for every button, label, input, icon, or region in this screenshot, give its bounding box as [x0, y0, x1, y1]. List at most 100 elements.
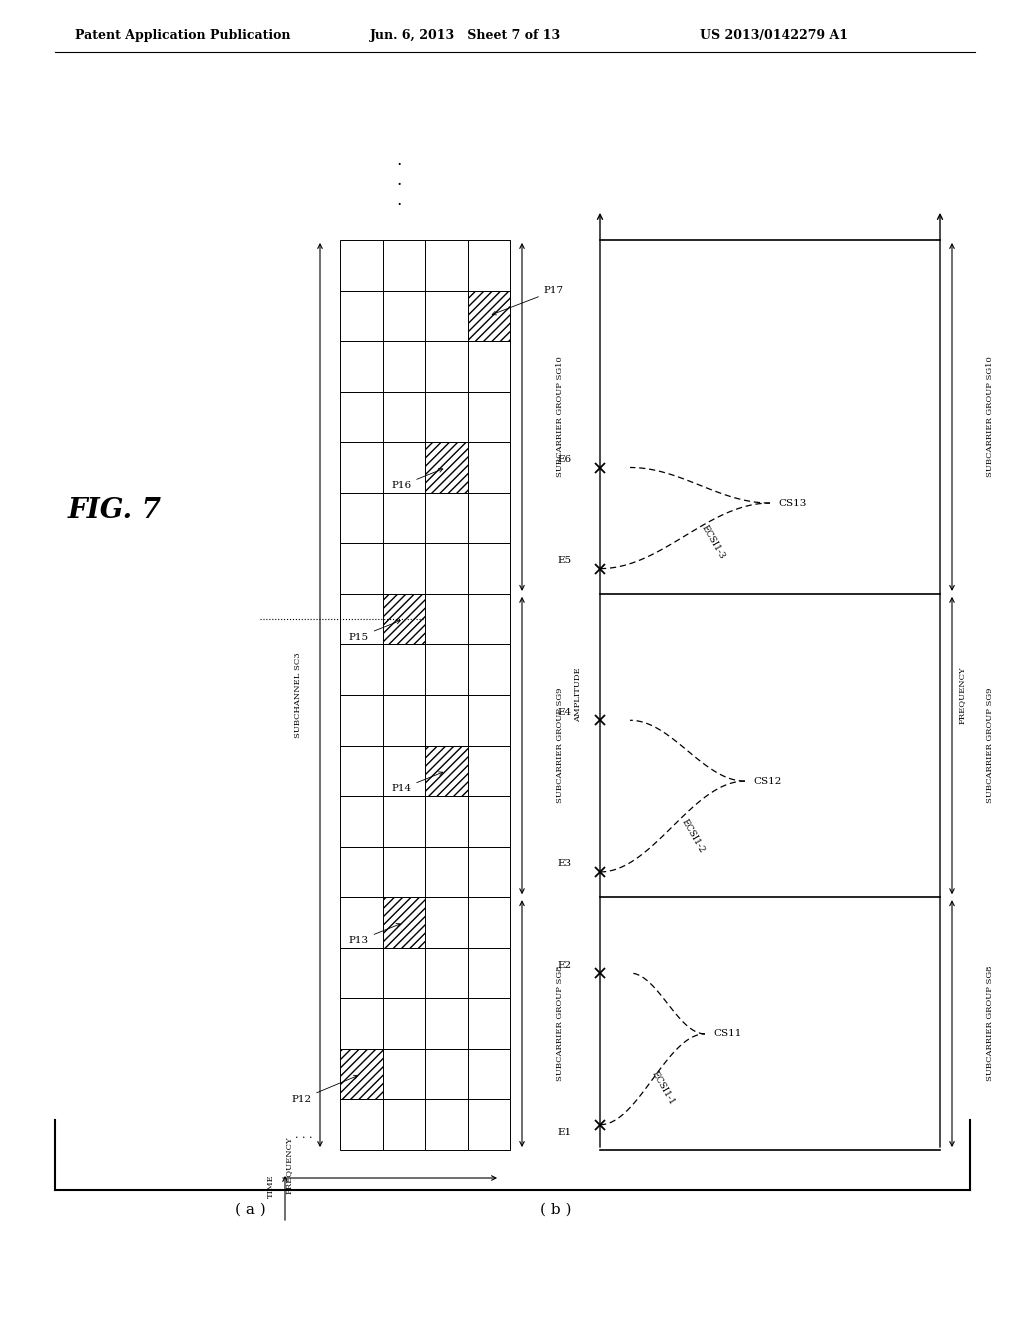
Text: P16: P16 [391, 469, 442, 490]
Bar [383, 594, 425, 644]
Text: AMPLITUDE: AMPLITUDE [574, 668, 582, 722]
Bar [383, 696, 425, 746]
Text: SUBCARRIER GROUP SG9: SUBCARRIER GROUP SG9 [986, 688, 994, 804]
Bar [468, 392, 510, 442]
Bar [425, 644, 468, 696]
Text: Jun. 6, 2013   Sheet 7 of 13: Jun. 6, 2013 Sheet 7 of 13 [370, 29, 561, 41]
Bar [340, 392, 383, 442]
Bar [468, 796, 510, 846]
Text: P15: P15 [349, 620, 400, 642]
Bar [383, 1100, 425, 1150]
Bar [383, 898, 425, 948]
Text: Patent Application Publication: Patent Application Publication [75, 29, 291, 41]
Text: E6: E6 [558, 455, 572, 465]
Bar [340, 696, 383, 746]
Bar [468, 696, 510, 746]
Text: SUBCHANNEL SC3: SUBCHANNEL SC3 [294, 652, 302, 738]
Bar [468, 846, 510, 898]
Text: .: . [397, 172, 402, 189]
Bar [340, 544, 383, 594]
Text: E1: E1 [558, 1129, 572, 1138]
Bar [383, 341, 425, 392]
Bar [340, 746, 383, 796]
Bar [340, 240, 383, 290]
Text: CS11: CS11 [713, 1030, 741, 1039]
Text: .: . [397, 191, 402, 209]
Bar [340, 1049, 383, 1100]
Bar [383, 796, 425, 846]
Text: . . .: . . . [295, 1130, 312, 1140]
Bar [383, 898, 425, 948]
Bar [468, 948, 510, 998]
Bar [425, 544, 468, 594]
Bar [468, 1100, 510, 1150]
Text: E4: E4 [558, 708, 572, 717]
Bar [425, 746, 468, 796]
Bar [468, 240, 510, 290]
Bar [340, 1049, 383, 1100]
Text: ECSI1-1: ECSI1-1 [650, 1069, 677, 1107]
Bar [468, 1049, 510, 1100]
Text: FREQUENCY: FREQUENCY [285, 1137, 293, 1195]
Bar [425, 594, 468, 644]
Text: P17: P17 [493, 286, 564, 315]
Text: CS13: CS13 [778, 499, 806, 508]
Bar [468, 594, 510, 644]
Bar [425, 240, 468, 290]
Bar [340, 442, 383, 492]
Bar [383, 998, 425, 1049]
Text: P14: P14 [391, 772, 442, 793]
Bar [383, 594, 425, 644]
Bar [340, 846, 383, 898]
Bar [340, 948, 383, 998]
Bar [425, 290, 468, 341]
Bar [340, 594, 383, 644]
Bar [340, 341, 383, 392]
Bar [468, 341, 510, 392]
Bar [468, 290, 510, 341]
Bar [425, 898, 468, 948]
Bar [468, 492, 510, 544]
Text: CS12: CS12 [753, 776, 781, 785]
Text: E2: E2 [558, 961, 572, 970]
Bar [383, 644, 425, 696]
Text: ( b ): ( b ) [540, 1203, 571, 1217]
Bar [425, 1100, 468, 1150]
Bar [340, 644, 383, 696]
Bar [425, 1049, 468, 1100]
Text: SUBCARRIER GROUP SG8: SUBCARRIER GROUP SG8 [556, 966, 564, 1081]
Bar [468, 746, 510, 796]
Text: SUBCARRIER GROUP SG9: SUBCARRIER GROUP SG9 [556, 688, 564, 804]
Text: ECSI1-3: ECSI1-3 [700, 524, 727, 561]
Bar [468, 644, 510, 696]
Bar [340, 998, 383, 1049]
Bar [425, 796, 468, 846]
Text: FIG. 7: FIG. 7 [68, 496, 162, 524]
Text: US 2013/0142279 A1: US 2013/0142279 A1 [700, 29, 848, 41]
Bar [383, 746, 425, 796]
Bar [383, 392, 425, 442]
Bar [340, 290, 383, 341]
Bar [383, 846, 425, 898]
Bar [340, 796, 383, 846]
Text: SUBCARRIER GROUP SG8: SUBCARRIER GROUP SG8 [986, 966, 994, 1081]
Bar [468, 442, 510, 492]
Bar [425, 998, 468, 1049]
Bar [425, 341, 468, 392]
Text: FREQUENCY: FREQUENCY [958, 667, 966, 723]
Bar [340, 898, 383, 948]
Bar [383, 290, 425, 341]
Bar [425, 442, 468, 492]
Bar [340, 492, 383, 544]
Text: P13: P13 [349, 924, 400, 945]
Bar [468, 998, 510, 1049]
Bar [383, 948, 425, 998]
Bar [425, 392, 468, 442]
Text: P12: P12 [291, 1076, 357, 1104]
Bar [425, 948, 468, 998]
Bar [425, 696, 468, 746]
Bar [468, 544, 510, 594]
Bar [383, 544, 425, 594]
Bar [425, 846, 468, 898]
Text: E5: E5 [558, 556, 572, 565]
